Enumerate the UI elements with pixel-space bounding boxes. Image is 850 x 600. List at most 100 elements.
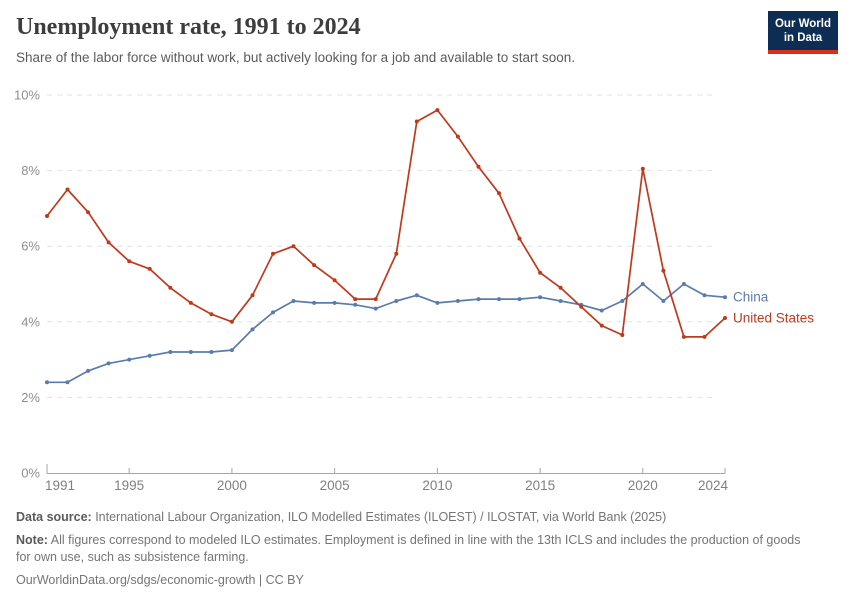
data-point — [127, 259, 132, 264]
data-point — [497, 297, 501, 302]
data-point — [661, 299, 666, 303]
y-axis-labels: 0% 2% 4% 6% 8% 10% — [14, 88, 40, 481]
svg-text:8%: 8% — [21, 163, 40, 178]
data-point — [620, 333, 625, 337]
data-point — [332, 278, 337, 283]
series-line-united-states[interactable] — [46, 109, 726, 338]
chart-title: Unemployment rate, 1991 to 2024 — [16, 14, 361, 40]
data-point — [373, 306, 378, 311]
data-point — [291, 299, 296, 303]
citation-link[interactable]: OurWorldinData.org/sdgs/economic-growth — [16, 573, 256, 587]
data-point — [65, 187, 70, 192]
svg-text:2%: 2% — [21, 390, 40, 405]
note-label: Note: — [16, 533, 48, 547]
data-point — [250, 293, 255, 298]
data-point — [394, 299, 399, 303]
x-axis-labels: 1991 1995 2000 2005 2010 2015 2020 2024 — [45, 478, 728, 493]
data-point — [353, 297, 358, 302]
svg-text:2015: 2015 — [525, 478, 555, 493]
data-point — [147, 266, 152, 271]
data-point — [312, 263, 317, 268]
data-point — [209, 350, 214, 354]
data-point — [106, 240, 111, 245]
data-point — [558, 285, 563, 290]
svg-text:2010: 2010 — [422, 478, 452, 493]
data-point — [86, 210, 91, 215]
data-point — [127, 357, 132, 362]
data-point — [661, 268, 666, 273]
data-point — [250, 327, 255, 332]
data-point — [640, 166, 645, 171]
data-point — [640, 282, 645, 286]
data-point — [681, 282, 686, 286]
owid-logo[interactable]: Our World in Data — [768, 11, 838, 54]
data-point — [620, 299, 625, 303]
y-gridlines — [47, 94, 717, 398]
data-point — [435, 300, 440, 305]
data-point — [476, 297, 481, 302]
data-point — [271, 251, 275, 256]
data-point — [45, 380, 49, 385]
data-source-text: International Labour Organization, ILO M… — [91, 510, 667, 524]
owid-logo-red-strip — [768, 50, 838, 54]
owid-logo-text: Our World in Data — [768, 11, 838, 50]
series-china[interactable]: China — [45, 282, 769, 385]
chart-footer: Data source: International Labour Organi… — [16, 509, 806, 595]
citation-license[interactable]: CC BY — [265, 573, 304, 587]
svg-text:2005: 2005 — [320, 478, 350, 493]
data-point — [681, 334, 686, 339]
data-point — [271, 310, 275, 315]
svg-text:4%: 4% — [21, 314, 40, 329]
svg-text:2020: 2020 — [628, 478, 658, 493]
data-point — [497, 191, 501, 196]
svg-text:1995: 1995 — [114, 478, 144, 493]
data-point — [517, 297, 522, 302]
citation-line: OurWorldinData.org/sdgs/economic-growth … — [16, 572, 806, 589]
data-point — [517, 236, 522, 241]
note-text: All figures correspond to modeled ILO es… — [16, 533, 801, 564]
svg-text:2024: 2024 — [698, 478, 729, 493]
data-point — [291, 244, 296, 249]
series-line-china[interactable] — [46, 283, 726, 384]
data-point — [414, 119, 419, 124]
data-point — [723, 295, 727, 300]
data-point — [599, 308, 604, 313]
owid-logo-line1: Our World — [774, 18, 831, 30]
series-united-states[interactable]: United States — [45, 108, 814, 339]
data-point — [538, 270, 543, 275]
data-point — [229, 319, 234, 324]
data-point — [455, 299, 460, 303]
x-axis — [46, 464, 726, 474]
data-point — [538, 295, 543, 300]
svg-text:2000: 2000 — [217, 478, 247, 493]
chart-subtitle: Share of the labor force without work, b… — [16, 50, 576, 65]
data-point — [579, 304, 584, 309]
data-point — [65, 380, 70, 385]
data-point — [312, 300, 317, 305]
data-point — [394, 251, 399, 256]
data-point — [229, 348, 234, 353]
data-point — [414, 293, 419, 298]
citation-separator: | — [255, 573, 266, 587]
data-point — [86, 368, 91, 373]
data-source-line: Data source: International Labour Organi… — [16, 509, 806, 526]
data-point — [373, 297, 378, 302]
data-point — [702, 334, 707, 339]
data-point — [106, 361, 111, 366]
data-source-label: Data source: — [16, 510, 92, 524]
data-point — [702, 293, 707, 298]
series-label-china: China — [733, 290, 769, 305]
series-label-united-states: United States — [733, 311, 814, 326]
svg-text:6%: 6% — [21, 239, 40, 254]
svg-text:10%: 10% — [14, 88, 40, 103]
svg-text:0%: 0% — [21, 466, 40, 481]
svg-text:1991: 1991 — [45, 478, 75, 493]
data-point — [45, 214, 49, 218]
data-point — [435, 108, 440, 113]
owid-logo-line2: in Data — [783, 32, 823, 44]
data-point — [188, 350, 193, 354]
data-point — [168, 350, 173, 354]
